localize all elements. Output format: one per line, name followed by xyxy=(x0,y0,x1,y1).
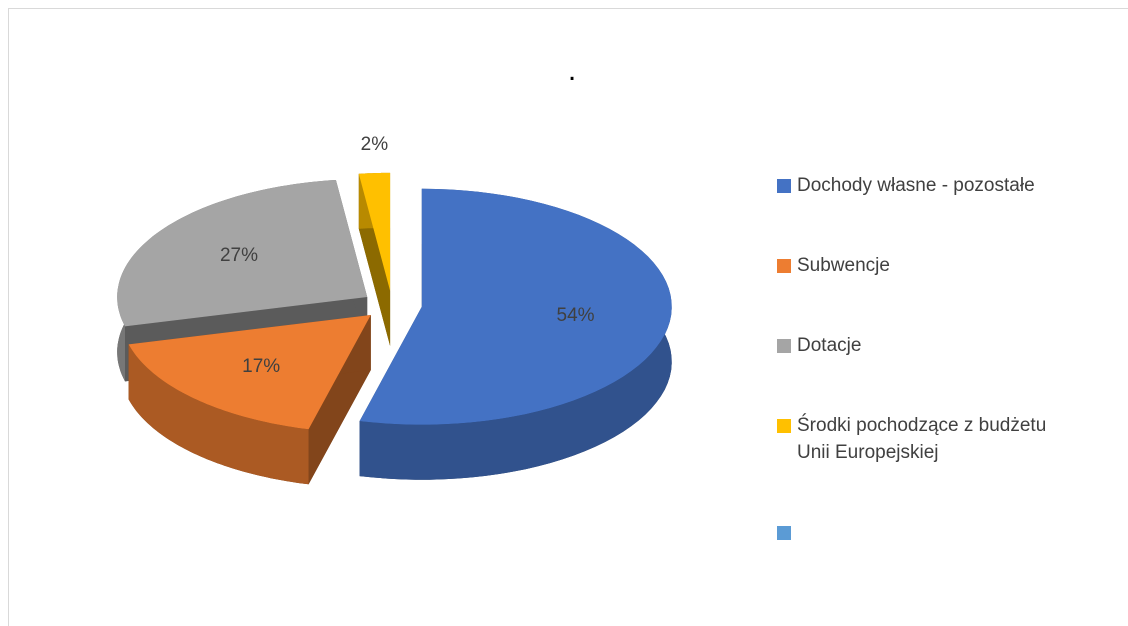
legend-label: Dochody własne - pozostałe xyxy=(797,175,1035,196)
legend-label: Środki pochodzące z budżetu Unii Europej… xyxy=(797,415,1047,463)
data-label: 27% xyxy=(220,245,258,266)
legend-swatch xyxy=(777,419,791,433)
legend-item: Dochody własne - pozostałe xyxy=(777,172,1077,199)
slice-wall xyxy=(128,344,309,485)
slice xyxy=(128,315,371,485)
slice xyxy=(358,172,391,346)
legend-swatch xyxy=(777,339,791,353)
slice xyxy=(117,180,368,327)
data-label: 54% xyxy=(557,305,595,326)
slice xyxy=(359,188,672,425)
slice xyxy=(128,315,371,430)
chart-title: . xyxy=(568,54,576,87)
legend-item: Subwencje xyxy=(777,252,1077,279)
slice xyxy=(359,188,672,480)
legend-label: Subwencje xyxy=(797,255,890,276)
legend-label: Dotacje xyxy=(797,335,862,356)
legend-swatch xyxy=(777,259,791,273)
slice xyxy=(358,172,391,291)
legend-item: Środki pochodzące z budżetu Unii Europej… xyxy=(777,412,1077,466)
legend-item xyxy=(777,519,1077,546)
data-label: 2% xyxy=(361,134,389,155)
legend-swatch xyxy=(777,179,791,193)
chart-border xyxy=(8,8,1128,626)
legend: Dochody własne - pozostałe Subwencje Dotac… xyxy=(777,172,1077,599)
legend-swatch xyxy=(777,526,791,540)
data-label: 17% xyxy=(242,356,280,377)
legend-item: Dotacje xyxy=(777,332,1077,359)
